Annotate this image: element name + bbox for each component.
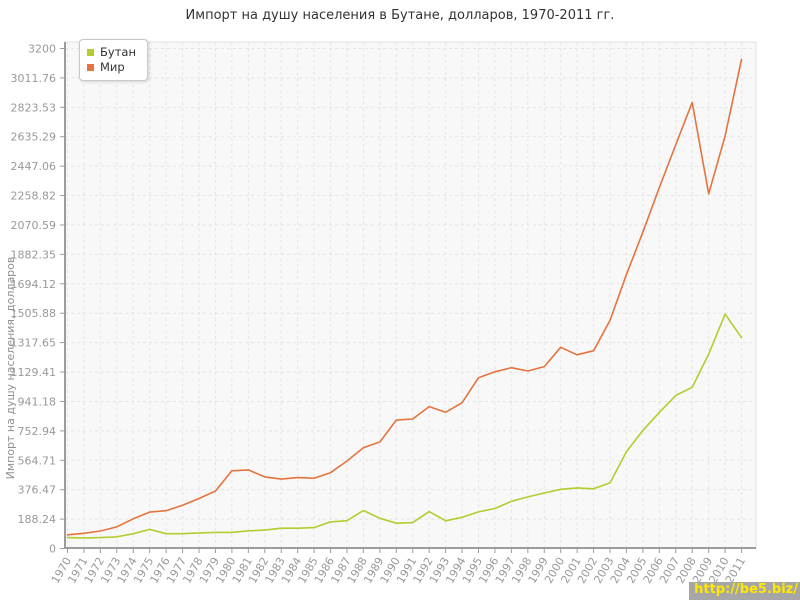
- legend-swatch-world: [87, 64, 94, 71]
- legend-swatch-bhutan: [87, 49, 94, 56]
- y-tick-label: 3200: [28, 43, 56, 56]
- legend-label-world: Мир: [100, 60, 125, 74]
- y-tick-label: 1129.41: [11, 366, 57, 379]
- watermark-link[interactable]: http://be5.biz/: [689, 582, 800, 600]
- y-tick-label: 3011.76: [11, 72, 57, 85]
- y-tick-label: 752.94: [18, 425, 57, 438]
- y-tick-label: 1882.35: [11, 248, 57, 261]
- y-tick-label: 1505.88: [11, 307, 57, 320]
- series-line-world: [66, 58, 743, 536]
- series-line-bhutan: [66, 313, 743, 539]
- y-tick-label: 941.18: [18, 395, 57, 408]
- chart-title: Импорт на душу населения в Бутане, долла…: [185, 8, 615, 23]
- y-tick-label: 188.24: [18, 513, 57, 526]
- y-tick-label: 2258.82: [11, 190, 57, 203]
- legend: Бутан Мир: [79, 39, 148, 81]
- legend-item-world: Мир: [87, 60, 136, 75]
- y-tick-label: 564.71: [18, 454, 57, 467]
- y-tick-label: 376.47: [18, 484, 57, 497]
- y-tick-label: 0: [49, 543, 56, 556]
- y-tick-label: 1694.12: [11, 278, 57, 291]
- y-tick-label: 2070.59: [11, 219, 57, 232]
- legend-item-bhutan: Бутан: [87, 45, 136, 60]
- plot-area: [64, 41, 757, 549]
- y-tick-label: 2635.29: [11, 131, 57, 144]
- legend-label-bhutan: Бутан: [100, 45, 136, 59]
- y-tick-label: 1317.65: [11, 337, 57, 350]
- y-tick-label: 2447.06: [11, 160, 57, 173]
- y-tick-label: 2823.53: [11, 101, 57, 114]
